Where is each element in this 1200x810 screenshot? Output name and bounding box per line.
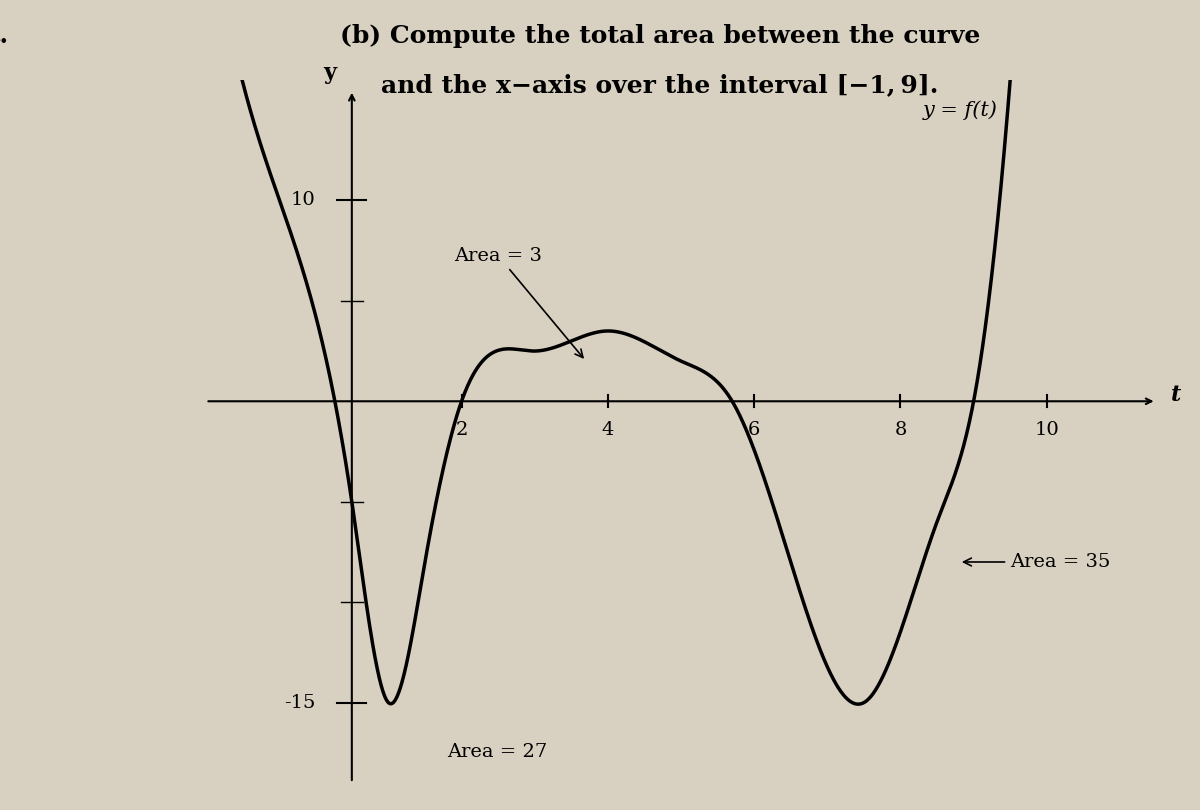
Text: y: y bbox=[323, 62, 336, 84]
Text: Area = 27: Area = 27 bbox=[446, 743, 547, 761]
Text: y = f(t): y = f(t) bbox=[923, 100, 997, 120]
Text: 10: 10 bbox=[290, 191, 316, 209]
Text: and the x−axis over the interval [−1, 9].: and the x−axis over the interval [−1, 9]… bbox=[382, 73, 938, 97]
Text: t: t bbox=[1171, 384, 1181, 407]
Text: 10: 10 bbox=[1034, 421, 1060, 439]
Text: t.: t. bbox=[0, 24, 8, 49]
Text: -15: -15 bbox=[284, 693, 316, 712]
Text: 6: 6 bbox=[748, 421, 761, 439]
Text: 8: 8 bbox=[894, 421, 907, 439]
Text: 2: 2 bbox=[455, 421, 468, 439]
Text: Area = 35: Area = 35 bbox=[964, 553, 1110, 571]
Text: 4: 4 bbox=[601, 421, 614, 439]
Text: Area = 3: Area = 3 bbox=[454, 247, 583, 357]
Text: (b) Compute the total area between the curve: (b) Compute the total area between the c… bbox=[340, 24, 980, 49]
